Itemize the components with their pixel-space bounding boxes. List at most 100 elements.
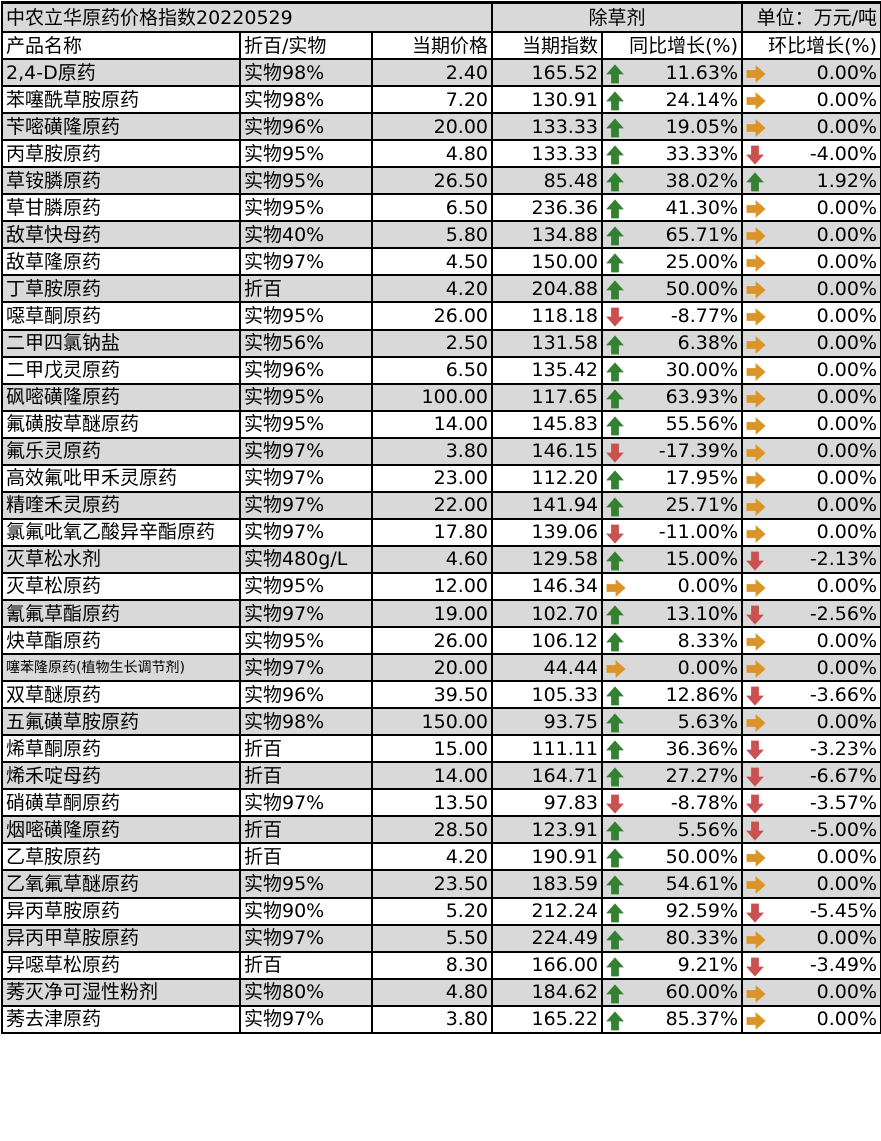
arrow-down-icon [606,308,624,328]
mom-value: 0.00% [816,440,878,463]
yoy-cell: 65.71% [601,220,744,250]
price: 17.80 [370,517,494,547]
yoy-value: 5.63% [677,710,739,733]
price: 5.80 [370,220,494,250]
yoy-value: 54.61% [665,872,739,895]
spec: 实物97% [239,247,373,277]
price: 100.00 [370,382,494,412]
table-row: 苄嘧磺隆原药 实物96% 20.00 133.33 19.05% 0.00% [1,112,881,142]
yoy-cell: 50.00% [601,842,744,872]
price: 6.50 [370,355,494,385]
price: 15.00 [370,734,494,764]
yoy-cell: -8.78% [601,788,744,818]
mom-cell: 0.00% [741,301,881,331]
table-row: 烯禾啶母药 折百 14.00 164.71 27.27% -6.67% [1,761,881,791]
arrow-up-icon [606,713,624,733]
mom-value: 0.00% [816,467,878,490]
mom-cell: -5.45% [741,896,881,926]
arrow-right-icon [746,308,766,327]
arrow-right-icon [746,227,766,246]
mom-value: 0.00% [816,386,878,409]
spec: 实物480g/L [239,544,373,574]
yoy-cell: 5.56% [601,815,744,845]
yoy-cell: 41.30% [601,193,744,223]
spec: 实物56% [239,328,373,358]
yoy-cell: 33.33% [601,139,744,169]
arrow-up-icon [606,848,624,868]
mom-value: -6.67% [809,764,878,787]
spec: 实物95% [239,571,373,601]
mom-value: -3.57% [809,791,878,814]
mom-cell: 0.00% [741,626,881,656]
arrow-right-icon [746,930,766,949]
index: 111.11 [491,734,604,764]
index: 133.33 [491,139,604,169]
product-name: 砜嘧磺隆原药 [1,382,241,412]
arrow-up-icon [606,361,624,381]
yoy-value: 6.38% [677,332,739,355]
table-row: 砜嘧磺隆原药 实物95% 100.00 117.65 63.93% 0.00% [1,382,881,412]
index: 166.00 [491,950,604,980]
mom-cell: 0.00% [741,571,881,601]
yoy-value: 25.71% [665,494,739,517]
product-name: 二甲戊灵原药 [1,355,241,385]
spec: 实物97% [239,653,373,683]
price: 5.50 [370,923,494,953]
product-name: 氰氟草酯原药 [1,598,241,629]
arrow-right-icon [746,524,766,543]
yoy-value: -8.78% [670,791,739,814]
table-row: 丁草胺原药 折百 4.20 204.88 50.00% 0.00% [1,274,881,304]
table-row: 敌草隆原药 实物97% 4.50 150.00 25.00% 0.00% [1,247,881,277]
index: 85.48 [491,166,604,196]
product-name: 精喹禾灵原药 [1,490,241,520]
mom-value: -3.66% [809,683,878,706]
arrow-up-icon [606,632,624,652]
table-row: 异丙草胺原药 实物90% 5.20 212.24 92.59% -5.45% [1,896,881,926]
index: 165.52 [491,58,604,88]
table-row: 高效氟吡甲禾灵原药 实物97% 23.00 112.20 17.95% 0.00… [1,463,881,493]
index: 112.20 [491,463,604,493]
price: 4.80 [370,139,494,169]
spec: 实物95% [239,869,373,899]
product-name: 异丙草胺原药 [1,896,241,926]
mom-value: 0.00% [816,1008,878,1031]
arrow-right-icon [606,579,626,597]
arrow-up-icon [606,605,624,625]
yoy-value: -8.77% [670,304,739,327]
product-name: 灭草松水剂 [1,544,241,574]
spec: 实物95% [239,193,373,223]
product-name: 氟磺胺草醚原药 [1,409,241,439]
arrow-right-icon [746,92,766,110]
arrow-right-icon [746,65,766,83]
price: 4.80 [370,977,494,1007]
price: 19.00 [370,598,494,629]
yoy-value: 24.14% [665,88,739,111]
index: 146.34 [491,571,604,601]
index: 150.00 [491,247,604,277]
price: 20.00 [370,653,494,683]
product-name: 草甘膦原药 [1,193,241,223]
mom-cell: 0.00% [741,409,881,439]
mom-value: 0.00% [816,88,878,111]
mom-value: 0.00% [816,277,878,300]
price: 28.50 [370,815,494,845]
product-name: 异噁草松原药 [1,950,241,980]
arrow-up-icon [606,902,624,922]
arrow-up-icon [606,253,624,273]
yoy-value: 17.95% [665,467,739,490]
mom-cell: 0.00% [741,85,881,115]
mom-cell: -2.56% [741,598,881,629]
yoy-cell: 55.56% [601,409,744,439]
spec: 实物97% [239,923,373,953]
index: 164.71 [491,761,604,791]
yoy-cell: 54.61% [601,869,744,899]
yoy-cell: 25.00% [601,247,744,277]
price: 23.00 [370,463,494,493]
price: 7.20 [370,85,494,115]
table-row: 氯氟吡氧乙酸异辛酯原药 实物97% 17.80 139.06 -11.00% 0… [1,517,881,547]
yoy-value: 50.00% [665,277,739,300]
table-row: 莠灭净可湿性粉剂 实物80% 4.80 184.62 60.00% 0.00% [1,977,881,1007]
mom-value: 0.00% [816,981,878,1004]
yoy-cell: 0.00% [601,653,744,683]
arrow-right-icon [746,470,766,489]
